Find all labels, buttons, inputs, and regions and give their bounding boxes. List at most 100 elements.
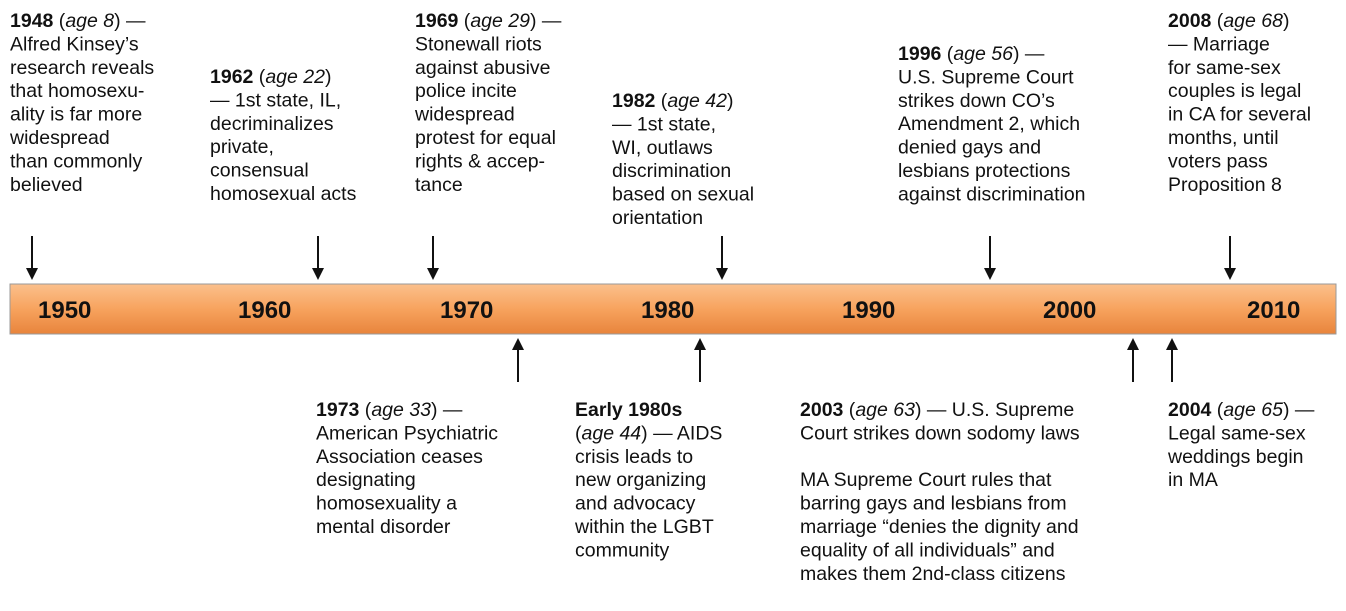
event-text: Proposition 8 — [1168, 174, 1282, 196]
event-run: age 8 — [65, 10, 114, 32]
event-run: ( — [359, 399, 371, 421]
event-run: ( — [575, 422, 582, 444]
event-text: Early 1980s — [575, 399, 683, 421]
event-text: police incite — [415, 80, 517, 102]
event-text: 2008 (age 68) — [1168, 10, 1289, 32]
event-run: 2003 — [800, 399, 844, 421]
event-text: against discrimination — [898, 183, 1086, 205]
event-text: decriminalizes — [210, 113, 334, 135]
event-run: age 29 — [470, 10, 530, 32]
event-run: age 44 — [582, 422, 642, 444]
event-text: WI, outlaws — [612, 137, 713, 159]
event-text: in MA — [1168, 469, 1218, 491]
event-text: months, until — [1168, 127, 1279, 149]
event-text: against abusive — [415, 57, 551, 79]
event-text: strikes down CO’s — [898, 90, 1055, 112]
event-text: discrimination — [612, 160, 731, 182]
event-text: Legal same-sex — [1168, 422, 1306, 444]
event-text: mental disorder — [316, 516, 451, 538]
event-run: ) — [727, 90, 734, 112]
event-text: Amendment 2, which — [898, 113, 1080, 135]
event-run: ) — — [530, 10, 562, 32]
event-run: ( — [1211, 10, 1223, 32]
event-text: 1969 (age 29) — — [415, 10, 562, 32]
event-run: ) — — [431, 399, 463, 421]
event-text: designating — [316, 469, 416, 491]
event-text: — 1st state, — [612, 113, 716, 135]
event-text: consensual — [210, 160, 309, 182]
event-run: age 33 — [371, 399, 431, 421]
event-run: ( — [1211, 399, 1223, 421]
event-run: 1969 — [415, 10, 459, 32]
event-run: ( — [843, 399, 855, 421]
event-text: voters pass — [1168, 150, 1268, 172]
event-text: rights & accep- — [415, 150, 545, 172]
event-text: weddings begin — [1167, 446, 1304, 468]
event-text: 1962 (age 22) — [210, 66, 331, 88]
event-run: 2008 — [1168, 10, 1212, 32]
event-run: ( — [655, 90, 667, 112]
event-text: couples is legal — [1168, 80, 1301, 102]
event-text: MA Supreme Court rules that — [800, 469, 1052, 491]
event-run: Early 1980s — [575, 399, 683, 421]
event-text: lesbians protections — [898, 160, 1071, 182]
event-text: research reveals — [10, 57, 154, 79]
event-text: crisis leads to — [575, 446, 693, 468]
event-text: (age 44) — AIDS — [575, 422, 722, 444]
arrow-head — [984, 268, 996, 280]
event-text: — Marriage — [1168, 33, 1270, 55]
event-text: than commonly — [10, 150, 142, 172]
event-text: Stonewall riots — [415, 33, 542, 55]
event-text: homosexual acts — [210, 183, 357, 205]
event-run: age 42 — [667, 90, 727, 112]
event-text: that homosexu- — [10, 80, 144, 102]
decade-label: 1960 — [238, 297, 291, 324]
event-text: in CA for several — [1168, 104, 1311, 126]
event-run: ( — [53, 10, 65, 32]
event-text: marriage “denies the dignity and — [800, 516, 1079, 538]
arrow-head — [1224, 268, 1236, 280]
arrow-head — [1127, 338, 1139, 350]
event-run: age 56 — [953, 43, 1013, 65]
event-run: ) — [325, 66, 332, 88]
event-text: believed — [10, 174, 83, 196]
event-text: 1948 (age 8) — — [10, 10, 146, 32]
event-text: 2004 (age 65) — — [1168, 399, 1315, 421]
event-run: 1973 — [316, 399, 360, 421]
event-run: age 65 — [1223, 399, 1283, 421]
event-run: ) — — [1283, 399, 1315, 421]
event-text: Association ceases — [316, 446, 483, 468]
event-text: denied gays and — [898, 137, 1041, 159]
event-text: 1982 (age 42) — [612, 90, 733, 112]
event-text: 2003 (age 63) — U.S. Supreme — [800, 399, 1074, 421]
event-text: community — [575, 539, 670, 561]
arrow-head — [1166, 338, 1178, 350]
event-text: for same-sex — [1168, 57, 1281, 79]
event-run: 1948 — [10, 10, 54, 32]
event-text: Alfred Kinsey’s — [10, 33, 139, 55]
timeline-bar — [9, 283, 1337, 335]
event-text: 1973 (age 33) — — [316, 399, 463, 421]
decade-label: 2010 — [1247, 297, 1300, 324]
event-text: within the LGBT — [574, 516, 714, 538]
event-text: ality is far more — [10, 104, 142, 126]
event-text: makes them 2nd-class citizens — [800, 563, 1066, 585]
event-text: widespread — [9, 127, 110, 149]
event-text: protest for equal — [415, 127, 556, 149]
arrow-head — [427, 268, 439, 280]
decade-label: 1950 — [38, 297, 91, 324]
event-text: orientation — [612, 207, 703, 229]
event-text: new organizing — [575, 469, 706, 491]
decade-label: 1970 — [440, 297, 493, 324]
event-text: widespread — [414, 104, 515, 126]
event-text: 1996 (age 56) — — [898, 43, 1045, 65]
arrow-head — [512, 338, 524, 350]
event-text: Court strikes down sodomy laws — [800, 422, 1080, 444]
event-run: age 68 — [1223, 10, 1283, 32]
event-text: U.S. Supreme Court — [898, 66, 1074, 88]
event-text: based on sexual — [612, 184, 754, 206]
event-text: — 1st state, IL, — [210, 89, 341, 111]
event-run: ( — [941, 43, 953, 65]
event-run: ) — — [1013, 43, 1045, 65]
